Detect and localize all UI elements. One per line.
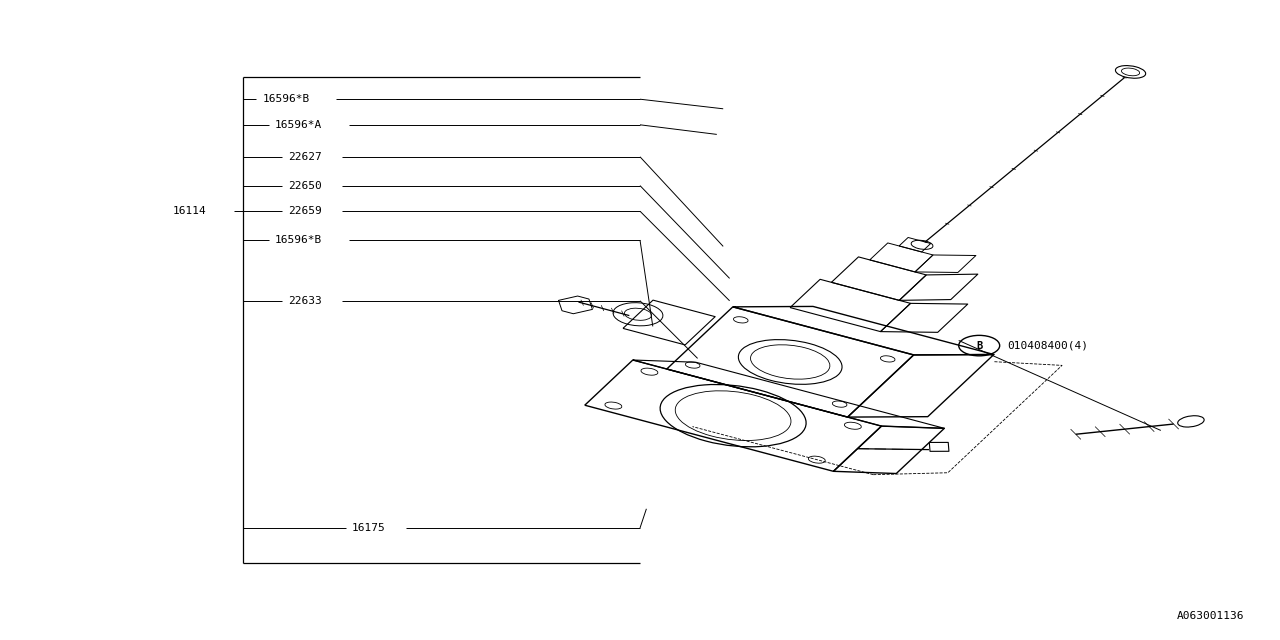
Text: 22659: 22659 — [288, 206, 321, 216]
Text: B: B — [977, 340, 982, 351]
Text: 16596*B: 16596*B — [262, 94, 310, 104]
Text: 16596*B: 16596*B — [275, 235, 323, 245]
Text: 22627: 22627 — [288, 152, 321, 162]
Text: 16114: 16114 — [173, 206, 206, 216]
Text: 16175: 16175 — [352, 523, 385, 533]
Text: A063001136: A063001136 — [1176, 611, 1244, 621]
Text: 16596*A: 16596*A — [275, 120, 323, 130]
Text: 010408400(4): 010408400(4) — [1007, 340, 1088, 351]
Text: 22633: 22633 — [288, 296, 321, 306]
Text: 22650: 22650 — [288, 180, 321, 191]
